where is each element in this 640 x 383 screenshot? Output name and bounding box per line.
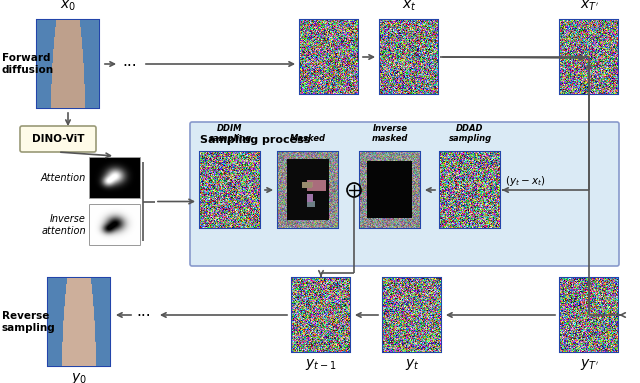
Bar bbox=[383, 278, 441, 352]
Text: $x_t$: $x_t$ bbox=[402, 0, 417, 13]
Text: DDAD
sampling: DDAD sampling bbox=[449, 124, 492, 143]
Text: $y_{t-1}$: $y_{t-1}$ bbox=[305, 357, 337, 372]
Text: Attention: Attention bbox=[41, 173, 86, 183]
Bar bbox=[440, 152, 500, 228]
FancyBboxPatch shape bbox=[20, 126, 96, 152]
Text: DINO-ViT: DINO-ViT bbox=[32, 134, 84, 144]
Text: $x_{T'}$: $x_{T'}$ bbox=[580, 0, 598, 13]
Bar bbox=[360, 152, 420, 228]
Text: $y_0$: $y_0$ bbox=[71, 371, 87, 383]
Bar bbox=[200, 152, 260, 228]
Text: ···: ··· bbox=[122, 59, 136, 74]
Bar bbox=[560, 278, 618, 352]
Bar bbox=[380, 20, 438, 94]
Text: DDIM
sampling: DDIM sampling bbox=[209, 124, 252, 143]
Bar bbox=[560, 20, 618, 94]
Text: $x_0$: $x_0$ bbox=[60, 0, 76, 13]
Bar bbox=[300, 20, 358, 94]
Text: Inverse
attention: Inverse attention bbox=[42, 214, 86, 236]
Bar bbox=[90, 158, 140, 198]
Text: ···: ··· bbox=[136, 309, 150, 324]
Text: Inverse
masked: Inverse masked bbox=[372, 124, 408, 143]
Bar bbox=[37, 20, 99, 108]
FancyBboxPatch shape bbox=[190, 122, 619, 266]
Text: Sampling process: Sampling process bbox=[200, 135, 310, 145]
Text: $y_{T'}$: $y_{T'}$ bbox=[580, 357, 598, 372]
Text: Reverse
sampling: Reverse sampling bbox=[2, 311, 56, 333]
Bar bbox=[90, 205, 140, 245]
Bar bbox=[48, 278, 110, 366]
Bar bbox=[292, 278, 350, 352]
Text: Masked: Masked bbox=[290, 134, 326, 143]
Text: $(y_t-x_t)$: $(y_t-x_t)$ bbox=[505, 174, 545, 188]
Text: Forward
diffusion: Forward diffusion bbox=[2, 53, 54, 75]
Text: $y_t$: $y_t$ bbox=[404, 357, 419, 372]
Bar bbox=[278, 152, 338, 228]
